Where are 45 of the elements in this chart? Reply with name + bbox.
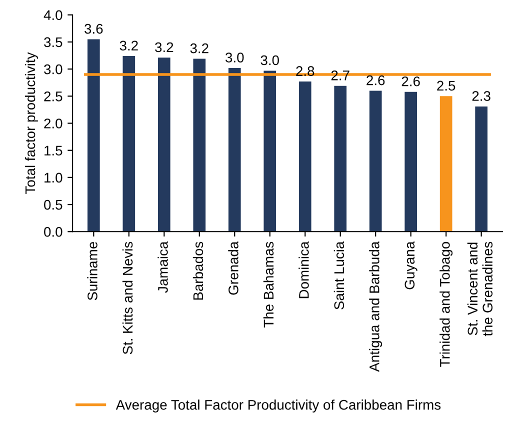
x-tick-label: Suriname [87, 242, 98, 300]
data-label: 2.6 [366, 75, 385, 86]
x-tick-label: Grenada [228, 241, 238, 295]
bar [404, 92, 417, 232]
y-tick-label: 3.0 [44, 64, 62, 74]
bar [158, 58, 170, 232]
x-tick-label: Saint Lucia [334, 241, 344, 310]
x-tick-label: Dominica [298, 241, 309, 298]
y-tick-label: 0.5 [44, 200, 62, 210]
bar [87, 39, 100, 232]
bar [122, 56, 136, 232]
y-tick-label: 3.5 [44, 37, 62, 48]
bar [440, 96, 452, 232]
bar [193, 58, 206, 232]
data-label: 3.0 [226, 52, 244, 62]
y-tick-label: 2.5 [44, 91, 62, 102]
x-tick-label: The Bahamas [263, 242, 274, 328]
bar [228, 68, 241, 232]
x-tick-label: St. Kitts and Nevis [122, 242, 133, 354]
data-label: 3.2 [190, 43, 208, 54]
bar [369, 90, 382, 232]
y-tick-label: 1.0 [44, 172, 62, 183]
bar [298, 82, 312, 232]
x-tick-label: Barbados [192, 242, 204, 300]
data-label: 2.6 [402, 76, 420, 86]
data-label: 2.3 [472, 91, 490, 101]
data-label: 3.2 [120, 40, 138, 51]
data-label: 3.0 [260, 55, 279, 66]
bar [475, 106, 488, 232]
x-tick-label: St. Vincent and the Grenadines [467, 242, 493, 336]
y-tick-label: 1.5 [44, 146, 62, 156]
y-axis-title: Total factor productivity [24, 52, 38, 194]
data-label: 3.6 [84, 24, 103, 34]
legend-label: Average Total Factor Productivity of Caribbean Firms [116, 400, 441, 412]
x-tick-label: Guyana [404, 241, 418, 290]
data-label: 3.2 [155, 42, 174, 52]
x-tick-label: Antigua and Barbuda [369, 241, 382, 372]
y-tick-label: 2.0 [44, 118, 62, 128]
x-tick-label: Jamaica [158, 241, 168, 293]
y-tick-label: 0.0 [44, 226, 62, 237]
bar [334, 86, 347, 232]
x-tick-label: Trinidad and Tobago [440, 242, 453, 367]
data-label: 2.5 [437, 80, 456, 91]
bar [264, 70, 276, 232]
y-tick-label: 4.0 [44, 10, 62, 20]
